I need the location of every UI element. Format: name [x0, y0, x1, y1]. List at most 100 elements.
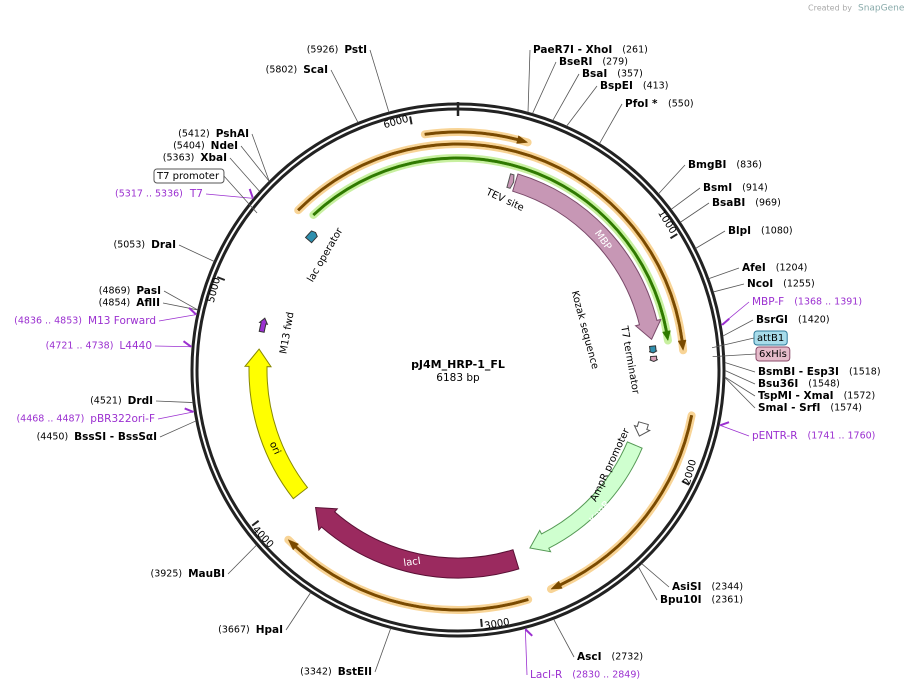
- site-position: (1080): [761, 226, 793, 237]
- feature-box-label: 6xHis: [759, 349, 787, 360]
- tev-site: [506, 173, 515, 189]
- site-name: TspMI - XmaI: [758, 390, 834, 402]
- primer-range: (1368 .. 1391): [794, 297, 862, 308]
- t7-terminator: [648, 345, 658, 354]
- site-position: (914): [742, 183, 768, 194]
- feature-arrow: [296, 142, 687, 351]
- site-position: (4869): [99, 286, 131, 297]
- leader-line: [599, 103, 623, 144]
- primer-name: T7: [189, 188, 203, 200]
- leader-line: [658, 164, 686, 195]
- leader-line: [724, 370, 756, 385]
- leader-line: [708, 267, 740, 280]
- primer-range: (1741 .. 1760): [808, 431, 876, 442]
- leader-line: [227, 544, 257, 575]
- leader-line: [641, 563, 670, 588]
- site-name: SmaI - SrfI: [758, 402, 820, 414]
- site-position: (1255): [783, 279, 815, 290]
- site-position: (1518): [849, 367, 881, 378]
- site-position: (4854): [99, 298, 131, 309]
- leader-line: [205, 193, 254, 199]
- mbp-arrow: [512, 173, 662, 341]
- site-name: PshAI: [216, 128, 249, 140]
- primer-range: (4721 .. 4738): [46, 341, 114, 352]
- ori-arrow: [243, 348, 309, 500]
- site-name: AsiSI: [672, 581, 701, 593]
- site-position: (2344): [711, 582, 743, 593]
- leader-line: [722, 319, 754, 337]
- tick-mark: [251, 520, 260, 527]
- site-name: Bsu36I: [758, 378, 798, 390]
- site-position: (1574): [830, 403, 862, 414]
- site-name: BsaI: [582, 68, 607, 80]
- site-name: BsaBI: [712, 197, 745, 209]
- site-position: (279): [602, 57, 628, 68]
- leader-line: [711, 337, 755, 349]
- leader-line: [712, 353, 757, 358]
- site-name: BseRI: [559, 56, 592, 68]
- tick-label: 3000: [484, 617, 511, 632]
- feature-label: ori: [267, 440, 282, 456]
- leader-line: [154, 345, 193, 348]
- brand: SnapGene: [858, 4, 905, 14]
- site-position: (5802): [266, 65, 298, 76]
- leader-line: [163, 290, 199, 311]
- site-position: (413): [643, 81, 669, 92]
- leader-line: [240, 145, 270, 182]
- site-name: PstI: [344, 44, 367, 56]
- site-position: (5053): [114, 240, 146, 251]
- site-position: (4521): [90, 396, 122, 407]
- primer-name: pENTR-R: [752, 430, 798, 442]
- leader-line: [724, 377, 756, 409]
- leader-line: [719, 424, 750, 437]
- primer-range: (4836 .. 4853): [14, 316, 82, 327]
- site-name: DraI: [151, 239, 176, 251]
- primer-range: (2830 .. 2849): [572, 670, 640, 681]
- site-name: PfoI *: [625, 98, 658, 110]
- leader-line: [157, 411, 195, 420]
- primer-mark: [184, 407, 194, 413]
- site-name: BlpI: [728, 225, 751, 237]
- site-position: (836): [736, 160, 762, 171]
- leader-line: [552, 73, 580, 121]
- leader-line: [162, 302, 198, 311]
- m13-fwd: [258, 317, 269, 333]
- site-position: (2732): [612, 652, 644, 663]
- leader-line: [251, 133, 270, 182]
- primer-range: (5317 .. 5336): [115, 189, 183, 200]
- tick-mark: [480, 618, 483, 627]
- primer-name: M13 Forward: [88, 315, 156, 327]
- primer-mark: [248, 188, 254, 199]
- primer-name: L4440: [119, 340, 152, 352]
- primer-name: pBR322ori-F: [90, 413, 155, 425]
- feature-arrow: [312, 156, 671, 342]
- site-position: (1420): [798, 315, 830, 326]
- tick-label: 6000: [382, 114, 409, 131]
- feature-box-label: attB1: [757, 333, 784, 344]
- site-position: (5412): [178, 129, 210, 140]
- leader-line: [724, 362, 756, 373]
- tick-label: 4000: [250, 524, 275, 550]
- leader-line: [713, 283, 745, 293]
- tick-mark: [669, 233, 678, 240]
- leader-line: [374, 628, 392, 673]
- site-position: (4450): [37, 432, 69, 443]
- his-tag: [649, 355, 658, 362]
- feature-label: lacI: [403, 556, 422, 569]
- primer-mark: [719, 421, 730, 427]
- ampr-promoter: [633, 421, 651, 437]
- site-name: BspEI: [600, 80, 633, 92]
- leader-line: [285, 592, 311, 631]
- site-name: Bpu10I: [660, 594, 702, 606]
- feature-arrow: [287, 539, 529, 612]
- leader-line: [159, 420, 197, 438]
- site-position: (969): [755, 198, 781, 209]
- leader-line: [695, 230, 726, 249]
- site-position: (550): [668, 99, 694, 110]
- leader-line: [524, 628, 528, 676]
- leader-line: [724, 376, 756, 397]
- leader-line: [532, 61, 557, 114]
- feature-arrow: [424, 130, 529, 144]
- tick-mark: [409, 116, 413, 125]
